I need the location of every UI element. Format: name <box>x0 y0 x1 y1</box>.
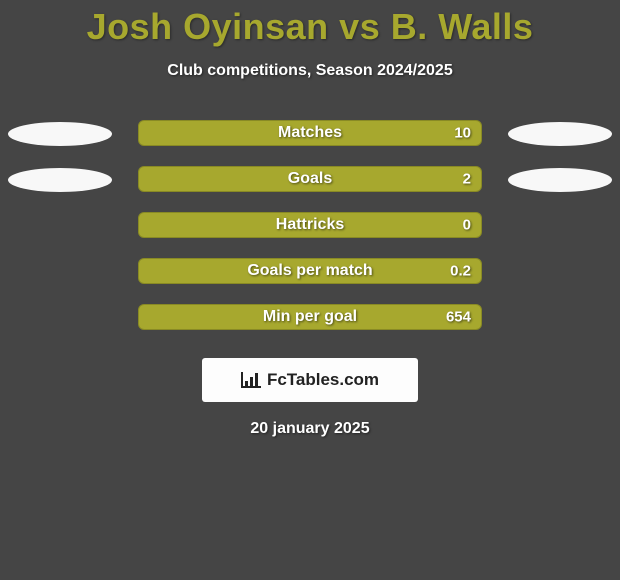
stat-label: Matches <box>278 124 342 142</box>
stats-container: Matches 10 Goals 2 Hattricks 0 Goals per match… <box>0 120 620 330</box>
stat-value: 0.2 <box>450 263 471 280</box>
page-title: Josh Oyinsan vs B. Walls <box>0 0 620 48</box>
subtitle: Club competitions, Season 2024/2025 <box>0 62 620 80</box>
stat-bar: Min per goal 654 <box>138 304 482 330</box>
stat-bar: Matches 10 <box>138 120 482 146</box>
stat-label: Min per goal <box>263 308 357 326</box>
stat-label: Goals <box>288 170 332 188</box>
stat-value: 10 <box>454 125 471 142</box>
player-left-marker <box>8 122 112 146</box>
stat-row: Matches 10 <box>0 120 620 146</box>
stat-row: Goals 2 <box>0 166 620 192</box>
stat-label: Hattricks <box>276 216 344 234</box>
logo-box: FcTables.com <box>202 358 418 402</box>
player-right-marker <box>508 168 612 192</box>
stat-row: Min per goal 654 <box>0 304 620 330</box>
stat-value: 654 <box>446 309 471 326</box>
stat-label: Goals per match <box>247 262 372 280</box>
logo-text: FcTables.com <box>267 370 379 390</box>
stat-value: 2 <box>463 171 471 188</box>
stat-row: Hattricks 0 <box>0 212 620 238</box>
stat-value: 0 <box>463 217 471 234</box>
chart-icon <box>241 372 261 388</box>
player-left-marker <box>8 168 112 192</box>
player-right-marker <box>508 122 612 146</box>
stat-row: Goals per match 0.2 <box>0 258 620 284</box>
date-label: 20 january 2025 <box>0 420 620 438</box>
stat-bar: Hattricks 0 <box>138 212 482 238</box>
stat-bar: Goals per match 0.2 <box>138 258 482 284</box>
stat-bar: Goals 2 <box>138 166 482 192</box>
